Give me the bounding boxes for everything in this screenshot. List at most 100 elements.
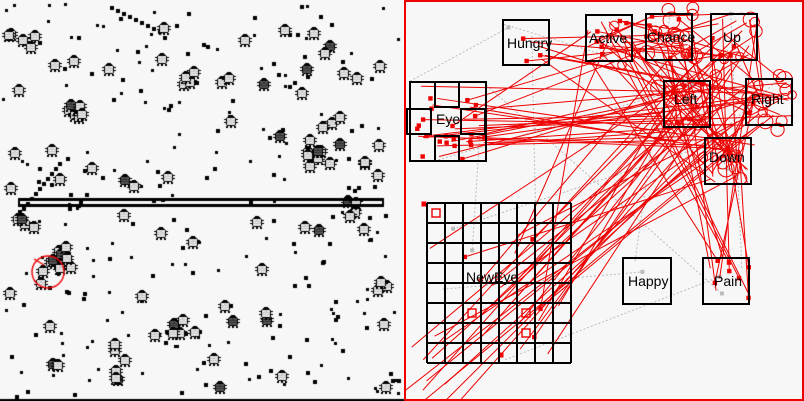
- recurrent-loop-marker: [770, 122, 785, 137]
- recurrent-loop-marker: [680, 48, 692, 60]
- connection-line: [589, 60, 719, 262]
- recurrent-loop-marker: [647, 25, 663, 40]
- eye-cell-0[interactable]: [434, 81, 460, 108]
- synapse-marker: [421, 201, 427, 207]
- connection-line: [541, 114, 774, 307]
- connection-line: [467, 59, 604, 101]
- eye-cell-1[interactable]: [406, 108, 432, 135]
- connection-line: [471, 127, 481, 251]
- connection-line: [499, 124, 735, 288]
- synapse-marker: [538, 53, 543, 58]
- synapse-marker: [482, 135, 487, 140]
- recurrent-loop-marker: [686, 47, 704, 65]
- synapse-marker: [682, 83, 687, 88]
- connection-line: [688, 44, 749, 183]
- synapse-marker: [465, 97, 470, 103]
- recurrent-loop-marker: [728, 149, 742, 163]
- recurrent-loop-marker: [706, 132, 725, 150]
- node-box-pain[interactable]: [702, 257, 750, 305]
- synapse-marker: [624, 20, 629, 26]
- node-box-active[interactable]: [585, 14, 633, 62]
- node-label-pain: Pain: [714, 273, 743, 289]
- new-eye-active-cell-2[interactable]: [521, 308, 531, 318]
- new-eye-grid[interactable]: [425, 201, 573, 365]
- connection-line: [406, 113, 760, 391]
- synapse-marker: [473, 102, 479, 108]
- synapse-marker: [451, 226, 456, 231]
- synapse-marker: [428, 96, 433, 101]
- connection-line: [429, 33, 758, 249]
- connection-line: [748, 19, 763, 95]
- recurrent-loop-marker: [650, 79, 667, 96]
- simulation-world-panel[interactable]: [0, 0, 404, 401]
- connection-line: [469, 95, 782, 140]
- connection-line: [537, 45, 667, 88]
- synapse-marker: [640, 269, 645, 274]
- synapse-marker: [747, 110, 752, 116]
- recurrent-loop-marker: [668, 28, 685, 44]
- connection-line: [714, 98, 755, 283]
- synapse-marker: [649, 14, 655, 19]
- connection-line: [507, 141, 658, 307]
- node-box-chance[interactable]: [645, 13, 693, 61]
- recurrent-loop-marker: [667, 26, 682, 41]
- connection-line: [442, 271, 643, 290]
- node-label-new-eye: NewEye: [466, 269, 519, 285]
- node-box-happy[interactable]: [622, 257, 672, 305]
- node-label-hungry: Hungry: [507, 35, 553, 51]
- node-box-down[interactable]: [704, 137, 752, 185]
- connection-line: [601, 53, 714, 175]
- connection-line: [511, 50, 726, 286]
- synapse-marker: [450, 123, 455, 129]
- connection-line: [654, 30, 753, 113]
- node-box-left[interactable]: [663, 80, 711, 128]
- synapse-marker: [444, 140, 449, 145]
- node-label-down: Down: [709, 149, 745, 165]
- connection-line: [422, 62, 697, 361]
- synapse-marker: [674, 120, 680, 125]
- recurrent-loop-marker: [749, 24, 763, 38]
- recurrent-loop-marker: [742, 11, 759, 28]
- connection-line: [514, 29, 614, 254]
- connection-line: [409, 26, 509, 82]
- synapse-marker: [520, 36, 526, 41]
- connection-line: [692, 51, 740, 61]
- new-eye-active-cell-1[interactable]: [467, 308, 477, 318]
- node-label-chance: Chance: [647, 29, 696, 45]
- eye-cell-3[interactable]: [434, 135, 460, 162]
- connection-line: [719, 24, 758, 279]
- synapse-marker: [506, 25, 511, 30]
- connection-line: [486, 84, 723, 294]
- connection-line: [434, 175, 736, 337]
- connection-line: [517, 114, 688, 325]
- synapse-marker: [498, 352, 504, 358]
- node-box-up[interactable]: [710, 13, 758, 61]
- eye-cell-2[interactable]: [460, 108, 486, 135]
- synapse-marker: [470, 248, 475, 253]
- recurrent-loop-marker: [662, 105, 677, 120]
- new-eye-active-cell-3[interactable]: [521, 328, 531, 338]
- connection-line: [626, 22, 648, 26]
- connection-line: [547, 45, 750, 355]
- connection-line: [533, 95, 702, 338]
- synapse-marker: [710, 35, 715, 41]
- connection-line: [478, 116, 698, 127]
- recurrent-loop-marker: [772, 68, 787, 83]
- connection-line: [503, 23, 605, 56]
- node-box-hungry[interactable]: [502, 19, 550, 66]
- recurrent-loop-marker: [752, 80, 764, 91]
- recurrent-loop-marker: [757, 106, 768, 118]
- node-box-right[interactable]: [745, 78, 793, 126]
- synapse-marker: [524, 58, 529, 64]
- synapse-marker: [766, 100, 771, 105]
- recurrent-loop-marker: [679, 30, 690, 41]
- world-canvas[interactable]: [0, 0, 404, 401]
- synapse-marker: [617, 18, 623, 24]
- connection-line: [730, 55, 739, 173]
- new-eye-active-cell-0[interactable]: [431, 208, 441, 218]
- synapse-marker: [690, 82, 695, 87]
- brain-inspector-panel[interactable]: Hungry Active Chance Up Left Right Down Happy Pa…: [404, 0, 804, 401]
- synapse-marker: [726, 260, 732, 265]
- recurrent-loop-marker: [697, 152, 709, 163]
- synapse-marker: [415, 126, 420, 132]
